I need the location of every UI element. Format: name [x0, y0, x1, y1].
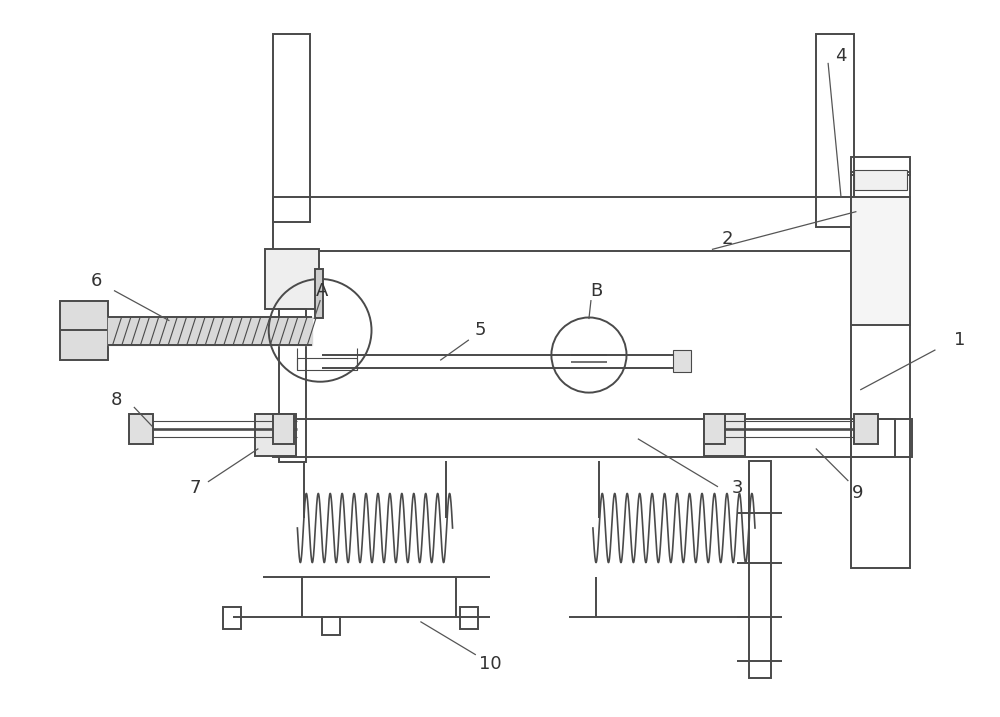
Bar	[273, 197, 856, 251]
Bar	[851, 157, 910, 175]
Bar	[816, 34, 854, 227]
Bar	[273, 419, 895, 457]
Bar	[673, 350, 691, 372]
Text: 2: 2	[722, 230, 733, 248]
Text: 10: 10	[479, 655, 501, 673]
Bar	[297, 358, 357, 370]
Bar	[704, 414, 725, 444]
Bar	[704, 414, 745, 456]
Bar	[223, 607, 241, 629]
Text: B: B	[591, 282, 603, 300]
Bar	[749, 461, 771, 678]
Text: 4: 4	[835, 47, 847, 65]
Bar	[265, 250, 319, 308]
Bar	[460, 607, 478, 629]
Text: 5: 5	[474, 321, 486, 339]
Text: 7: 7	[190, 480, 201, 498]
Text: 1: 1	[954, 331, 965, 349]
Bar	[279, 308, 306, 462]
Bar	[854, 170, 907, 190]
Bar	[60, 300, 108, 360]
Text: 3: 3	[731, 480, 743, 498]
Text: A: A	[316, 282, 328, 300]
Bar	[129, 414, 153, 444]
Bar	[851, 419, 912, 457]
Bar	[315, 269, 323, 318]
Bar	[273, 34, 310, 222]
Bar	[851, 172, 910, 568]
Text: 8: 8	[111, 391, 122, 409]
Bar	[854, 414, 878, 444]
Bar	[255, 414, 296, 456]
Bar	[851, 197, 910, 326]
Text: 6: 6	[91, 272, 102, 290]
Bar	[322, 617, 340, 635]
Bar	[273, 414, 294, 444]
Text: 9: 9	[852, 485, 864, 503]
